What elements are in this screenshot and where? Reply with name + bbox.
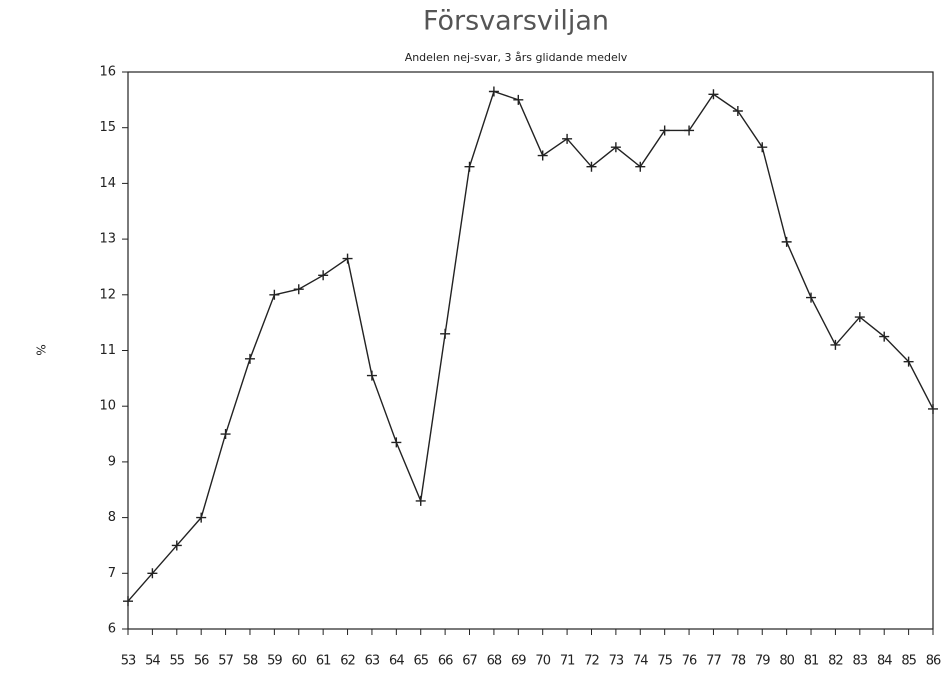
y-tick-label: 11 xyxy=(99,343,116,358)
data-point xyxy=(196,512,207,523)
y-tick-label: 12 xyxy=(99,287,116,302)
x-tick-label: 57 xyxy=(218,654,233,669)
data-point xyxy=(928,403,938,414)
x-tick-label: 82 xyxy=(828,654,843,669)
data-point xyxy=(732,105,743,116)
data-point xyxy=(293,284,304,295)
x-tick-label: 84 xyxy=(877,654,892,669)
x-tick-label: 58 xyxy=(243,654,258,669)
chart-title: Försvarsviljan xyxy=(423,6,609,37)
data-point xyxy=(366,370,377,381)
data-point xyxy=(171,540,182,551)
y-tick-label: 16 xyxy=(99,65,116,80)
x-tick-label: 81 xyxy=(804,654,819,669)
x-tick-label: 72 xyxy=(584,654,599,669)
x-tick-label: 86 xyxy=(926,654,941,669)
x-tick-label: 76 xyxy=(682,654,697,669)
plot-frame xyxy=(127,71,934,630)
x-tick-label: 55 xyxy=(170,654,185,669)
x-tick-label: 71 xyxy=(560,654,575,669)
chart-subtitle: Andelen nej-svar, 3 års glidande medelv xyxy=(405,51,628,64)
data-point xyxy=(440,328,451,339)
x-tick-label: 62 xyxy=(340,654,355,669)
data-point xyxy=(903,356,914,367)
data-point xyxy=(488,86,499,97)
data-point xyxy=(781,236,792,247)
x-tick-label: 63 xyxy=(365,654,380,669)
data-point xyxy=(464,161,475,172)
y-axis-label: % xyxy=(34,344,48,355)
data-point xyxy=(147,568,158,579)
data-point xyxy=(244,353,255,364)
data-point xyxy=(318,270,329,281)
x-tick-label: 85 xyxy=(901,654,916,669)
data-point xyxy=(269,289,280,300)
x-tick-label: 59 xyxy=(267,654,282,669)
data-point xyxy=(123,596,133,607)
y-tick-label: 14 xyxy=(99,176,116,191)
x-tick-label: 73 xyxy=(609,654,624,669)
data-point xyxy=(342,253,353,264)
x-tick-label: 78 xyxy=(731,654,746,669)
data-point xyxy=(806,292,817,303)
data-point xyxy=(684,125,695,136)
x-tick-label: 56 xyxy=(194,654,209,669)
data-line xyxy=(127,90,934,602)
x-tick-label: 61 xyxy=(316,654,331,669)
x-tick-label: 66 xyxy=(438,654,453,669)
data-point xyxy=(586,161,597,172)
x-tick-label: 70 xyxy=(535,654,550,669)
x-tick-label: 83 xyxy=(853,654,868,669)
x-tick-label: 69 xyxy=(511,654,526,669)
y-tick-label: 6 xyxy=(108,622,116,637)
x-tick-label: 60 xyxy=(291,654,306,669)
y-tick-label: 10 xyxy=(99,399,116,414)
data-point xyxy=(513,94,524,105)
y-tick-label: 13 xyxy=(99,232,116,247)
x-tick-label: 65 xyxy=(413,654,428,669)
data-point xyxy=(854,312,865,323)
x-tick-label: 68 xyxy=(487,654,502,669)
data-point xyxy=(659,125,670,136)
data-point xyxy=(220,429,231,440)
x-tick-label: 74 xyxy=(633,654,648,669)
data-point xyxy=(635,161,646,172)
x-tick-label: 79 xyxy=(755,654,770,669)
x-tick-label: 64 xyxy=(389,654,404,669)
x-tick-label: 54 xyxy=(145,654,160,669)
data-point xyxy=(757,142,768,153)
x-tick-label: 67 xyxy=(462,654,477,669)
y-tick-label: 9 xyxy=(108,454,116,469)
y-tick-label: 8 xyxy=(108,510,116,525)
data-point xyxy=(562,133,573,144)
x-tick-label: 75 xyxy=(657,654,672,669)
x-tick-label: 77 xyxy=(706,654,721,669)
data-point xyxy=(415,495,426,506)
y-tick-label: 7 xyxy=(108,566,116,581)
data-point xyxy=(537,150,548,161)
x-tick-label: 80 xyxy=(779,654,794,669)
y-tick-label: 15 xyxy=(99,120,116,135)
data-point xyxy=(610,142,621,153)
data-point xyxy=(391,437,402,448)
x-tick-label: 53 xyxy=(121,654,136,669)
data-point xyxy=(830,339,841,350)
data-point xyxy=(708,89,719,100)
data-point xyxy=(879,331,890,342)
